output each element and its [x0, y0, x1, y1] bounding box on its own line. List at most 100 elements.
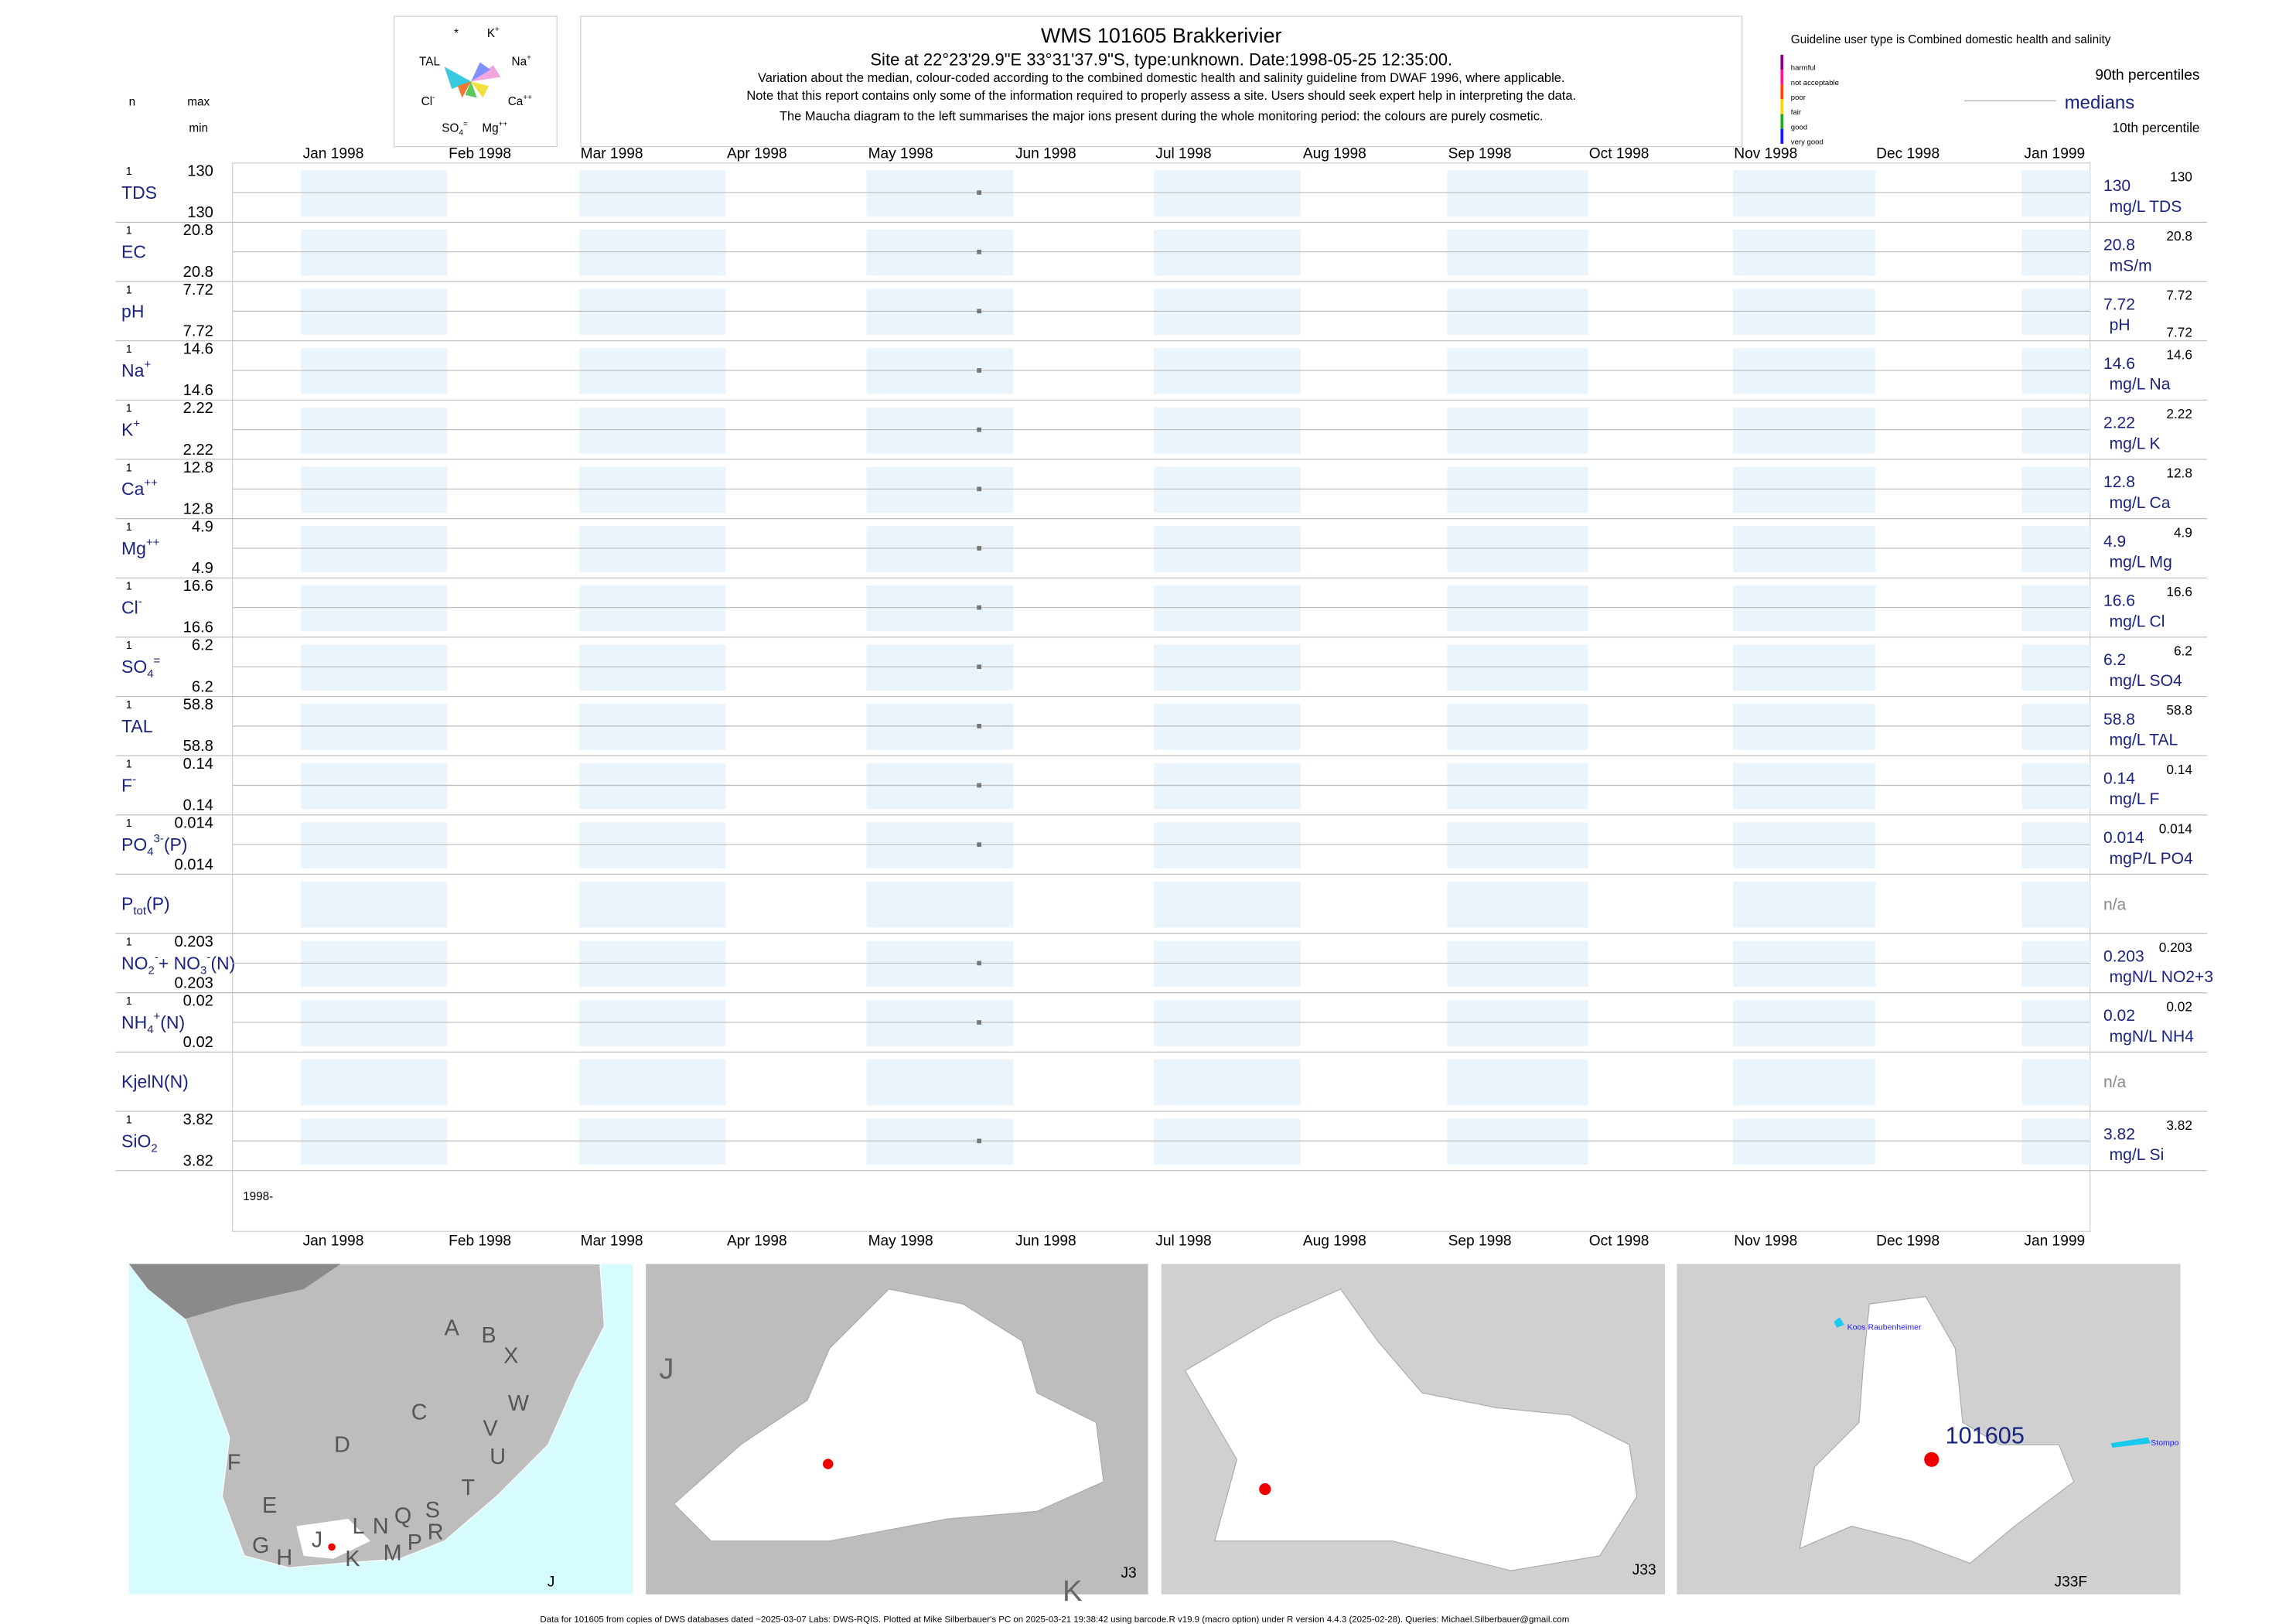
month-band	[1447, 288, 1588, 336]
sample-count: 1	[126, 699, 132, 711]
variable-name: KjelN(N)	[121, 1072, 189, 1092]
column-header: max	[187, 95, 210, 108]
legend-class: good	[1791, 123, 1807, 131]
sample-count: 1	[126, 817, 132, 830]
text-part: NH	[121, 1012, 147, 1032]
month-band	[866, 229, 1014, 276]
month-band	[1447, 407, 1588, 454]
text-part: 4	[147, 668, 153, 681]
month-band	[1447, 348, 1588, 394]
row-min: 0.02	[183, 1034, 213, 1051]
panel-label: J3	[1121, 1565, 1136, 1581]
month-band	[1447, 170, 1588, 217]
row-min: 58.8	[183, 738, 213, 755]
month-band	[2021, 882, 2090, 928]
footer: Data for 101605 from copies of DWS datab…	[540, 1615, 1569, 1624]
month-band	[1154, 704, 1301, 750]
region-label: S	[425, 1498, 440, 1523]
row-min: 2.22	[183, 442, 213, 459]
month-band	[1447, 1118, 1588, 1165]
median-value: 6.2	[2103, 651, 2126, 669]
sample-count: 1	[126, 284, 132, 296]
month-band	[300, 526, 448, 572]
unit: mg/L Si	[2110, 1146, 2165, 1164]
map-catchment	[1184, 1288, 1638, 1571]
column-header: n	[129, 95, 136, 108]
month-label: Jan 1999	[2024, 1233, 2085, 1250]
month-band	[578, 1118, 726, 1165]
month-label: May 1998	[868, 1233, 933, 1250]
unit: mgP/L PO4	[2110, 850, 2193, 868]
month-band	[1733, 466, 1876, 513]
text-part: EC	[121, 242, 146, 262]
row-max: 58.8	[183, 696, 213, 713]
sample-point	[977, 842, 982, 848]
text-part: 2	[148, 964, 155, 977]
region-label: D	[334, 1433, 350, 1458]
month-band	[300, 229, 448, 276]
month-band	[1154, 1059, 1301, 1106]
month-band	[1154, 170, 1301, 217]
month-band	[1447, 1000, 1588, 1046]
month-band	[866, 1000, 1014, 1046]
row-max: 16.6	[183, 578, 213, 595]
row-min: 3.82	[183, 1153, 213, 1170]
variable-name: F-	[121, 773, 136, 796]
text-part: +	[144, 358, 151, 371]
month-band	[578, 763, 726, 810]
month-band	[1447, 1059, 1588, 1106]
title: WMS 101605 Brakkerivier	[1041, 24, 1281, 47]
row-max: 6.2	[192, 637, 213, 654]
unit: mg/L TDS	[2110, 198, 2182, 216]
map-catchment	[1799, 1295, 2075, 1564]
month-band	[1733, 882, 1876, 928]
row-max: 130	[187, 163, 213, 180]
variable-name: TAL	[121, 716, 153, 736]
month-band	[866, 1118, 1014, 1165]
median-value: n/a	[2103, 1073, 2127, 1091]
month-band	[1733, 1000, 1876, 1046]
median-value: 16.6	[2103, 592, 2135, 609]
note: Note that this report contains only some…	[746, 89, 1576, 103]
month-band	[578, 644, 726, 691]
month-band	[1447, 763, 1588, 810]
month-band	[1733, 170, 1876, 217]
month-band	[1733, 644, 1876, 691]
month-band	[1733, 526, 1876, 572]
site-label: 101605	[1946, 1423, 2025, 1449]
median-value: 3.82	[2103, 1125, 2135, 1143]
month-band	[1733, 585, 1876, 632]
p90-value: 3.82	[2166, 1117, 2192, 1133]
month-band	[300, 882, 448, 928]
p90-value: 2.22	[2166, 406, 2192, 421]
text-part: +	[133, 418, 140, 431]
row-max: 20.8	[183, 222, 213, 239]
p90-value: 20.8	[2166, 228, 2192, 244]
median-value: 2.22	[2103, 415, 2135, 432]
month-label: Jul 1998	[1155, 1233, 1211, 1250]
month-band	[578, 940, 726, 988]
month-band	[1154, 644, 1301, 691]
maucha-box	[393, 15, 558, 148]
unit: mg/L TAL	[2110, 732, 2178, 749]
month-band	[2021, 822, 2090, 868]
legend-class: not acceptable	[1791, 79, 1839, 87]
text-part: 2	[151, 1142, 157, 1155]
subtitle: Site at 22°23'29.9"E 33°31'37.9"S, type:…	[870, 49, 1452, 69]
month-band	[866, 1059, 1014, 1106]
sample-count: 1	[126, 1114, 132, 1126]
sample-count: 1	[126, 758, 132, 770]
month-band	[1733, 407, 1876, 454]
month-label: Jul 1998	[1155, 145, 1211, 162]
text-part: pH	[121, 301, 144, 321]
month-band	[300, 940, 448, 988]
maucha-label: K+	[487, 26, 500, 40]
month-band	[300, 348, 448, 394]
p10-value: 7.72	[2166, 325, 2192, 340]
month-label: Jan 1998	[303, 1233, 364, 1250]
month-band	[866, 940, 1014, 988]
text-part: SO	[442, 122, 459, 135]
legend-swatch	[1780, 84, 1784, 100]
median-value: 58.8	[2103, 711, 2135, 728]
